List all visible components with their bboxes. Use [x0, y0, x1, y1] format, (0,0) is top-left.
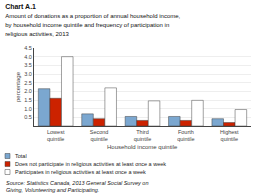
svg-text:Highestquintile: Highestquintile	[220, 129, 239, 142]
svg-text:Secondquintile: Secondquintile	[90, 129, 109, 142]
svg-text:Chart A.1Amount of donations a: Chart A.1Amount of donations as a propor…	[5, 3, 180, 37]
svg-text:3.0: 3.0	[24, 71, 32, 77]
svg-text:Lowestquintile: Lowestquintile	[47, 129, 65, 142]
svg-text:1.5: 1.5	[24, 97, 32, 103]
svg-text:1.0: 1.0	[24, 106, 32, 112]
svg-text:Thirdquintile: Thirdquintile	[134, 129, 151, 142]
svg-text:3.5: 3.5	[24, 62, 32, 68]
svg-text:Household income quintile: Household income quintile	[107, 144, 178, 150]
svg-text:2.0: 2.0	[24, 88, 32, 94]
svg-text:Does not participate in religi: Does not participate in religious activi…	[15, 161, 166, 167]
svg-text:percentage: percentage	[15, 71, 21, 102]
svg-text:4.5: 4.5	[24, 45, 32, 51]
svg-text:4.0: 4.0	[24, 54, 32, 60]
svg-text:2.5: 2.5	[24, 80, 32, 86]
svg-text:Source: Statistics Canada, 201: Source: Statistics Canada, 2013 General …	[6, 180, 148, 193]
svg-text:Participates in religious acti: Participates in religious activities at …	[15, 169, 146, 175]
svg-text:0.5: 0.5	[24, 114, 32, 120]
svg-text:Total: Total	[15, 153, 27, 159]
svg-text:Fourthquintile: Fourthquintile	[177, 129, 194, 142]
